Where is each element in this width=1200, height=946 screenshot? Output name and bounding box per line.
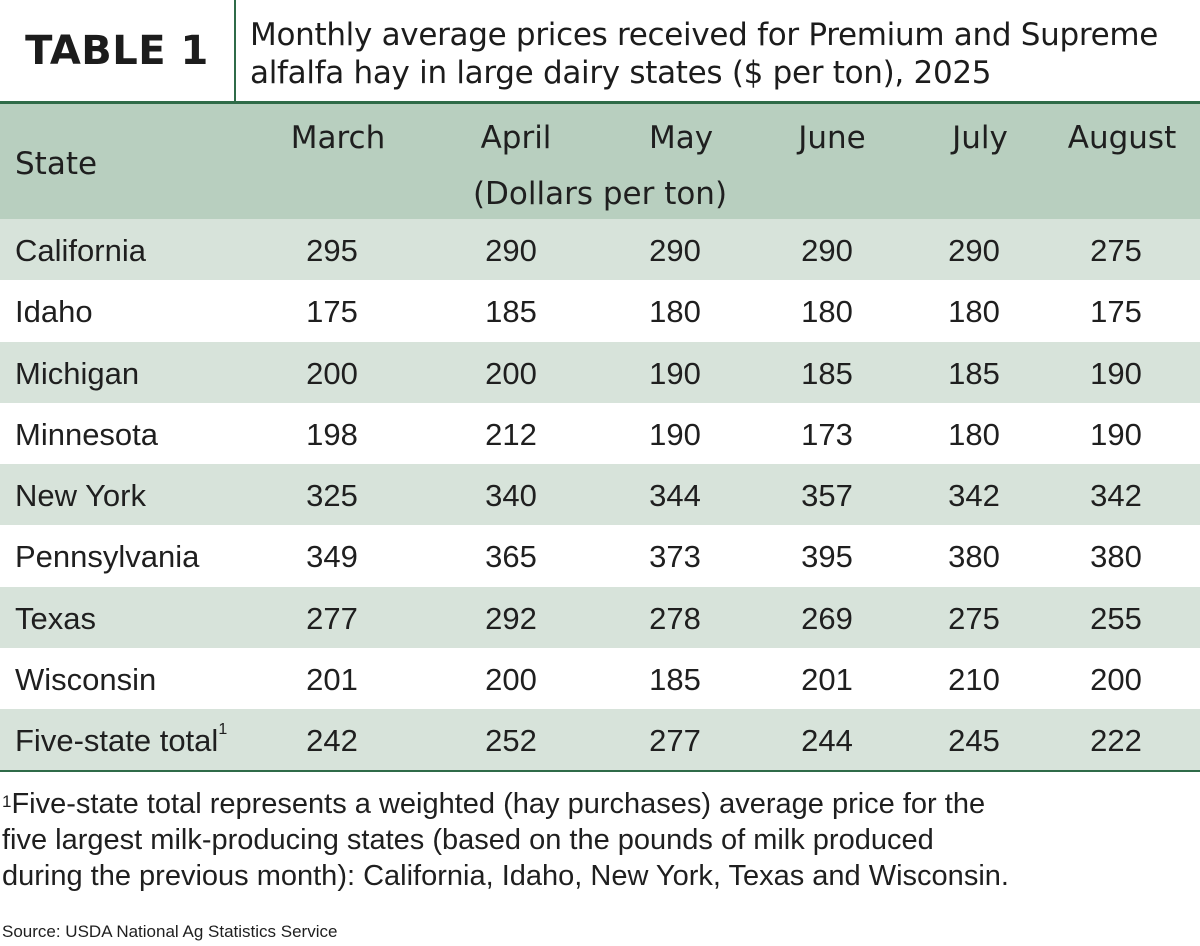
cell-june: 269 xyxy=(801,600,853,636)
cell-april: 252 xyxy=(485,723,537,759)
cell-july: 342 xyxy=(948,478,1000,514)
title-bar: TABLE 1 Monthly average prices received … xyxy=(0,0,1200,104)
table-title-line-2: alfalfa hay in large dairy states ($ per… xyxy=(250,55,992,91)
cell-july: 290 xyxy=(948,233,1000,268)
cell-august: 200 xyxy=(1090,662,1142,698)
row-state: New York xyxy=(15,478,146,514)
cell-may: 290 xyxy=(649,233,701,268)
cell-june: 290 xyxy=(801,233,853,268)
cell-april: 290 xyxy=(485,233,537,268)
cell-august: 255 xyxy=(1090,600,1142,636)
cell-march: 277 xyxy=(306,600,358,636)
table-label: TABLE 1 xyxy=(25,27,209,74)
footnote-line-1: 1Five-state total represents a weighted … xyxy=(2,786,1198,822)
cell-august: 175 xyxy=(1090,294,1142,330)
cell-july: 185 xyxy=(948,355,1000,391)
cell-july: 275 xyxy=(948,600,1000,636)
row-state: Pennsylvania xyxy=(15,539,200,575)
cell-june: 173 xyxy=(801,416,853,452)
table-title-line-1: Monthly average prices received for Prem… xyxy=(250,17,1159,53)
row-state: Texas xyxy=(15,600,96,636)
cell-july: 180 xyxy=(948,416,1000,452)
cell-may: 278 xyxy=(649,600,701,636)
month-header-august: August xyxy=(1067,120,1177,156)
month-header-march: March xyxy=(290,120,386,156)
cell-april: 292 xyxy=(485,600,537,636)
cell-august: 222 xyxy=(1090,723,1142,759)
units-label: (Dollars per ton) xyxy=(472,176,728,212)
cell-april: 212 xyxy=(485,416,537,452)
month-header-may: May xyxy=(648,120,714,156)
cell-july: 210 xyxy=(948,662,1000,698)
cell-june: 180 xyxy=(801,294,853,330)
table-row: New York 325 340 344 357 342 342 xyxy=(0,464,1200,526)
footnote-marker: 1 xyxy=(218,721,228,739)
cell-april: 200 xyxy=(485,355,537,391)
source-credit: Source: USDA National Ag Statistics Serv… xyxy=(2,922,338,941)
cell-may: 180 xyxy=(649,294,701,330)
table-row: Idaho 175 185 180 180 180 175 xyxy=(0,280,1200,341)
table-row: Pennsylvania 349 365 373 395 380 380 xyxy=(0,525,1200,586)
row-state: Minnesota xyxy=(15,416,159,452)
cell-may: 277 xyxy=(649,723,701,759)
row-state: California xyxy=(15,233,146,268)
cell-august: 275 xyxy=(1090,233,1142,268)
cell-march: 349 xyxy=(306,539,358,575)
cell-april: 340 xyxy=(485,478,537,514)
cell-may: 190 xyxy=(649,355,701,391)
row-state: Idaho xyxy=(15,294,93,330)
state-column-header: State xyxy=(15,146,98,182)
table-row: Michigan 200 200 190 185 185 190 xyxy=(0,341,1200,403)
table-row: California 295 290 290 290 290 275 xyxy=(0,219,1200,281)
table-row: Wisconsin 201 200 185 201 210 200 xyxy=(0,648,1200,709)
row-state: Wisconsin xyxy=(15,662,157,698)
cell-april: 200 xyxy=(485,662,537,698)
cell-may: 344 xyxy=(649,478,701,514)
row-state: Five-state total1 xyxy=(15,721,228,759)
cell-june: 395 xyxy=(801,539,853,575)
cell-march: 242 xyxy=(306,723,358,759)
cell-july: 245 xyxy=(948,723,1000,759)
footnote-text-1: Five-state total represents a weighted (… xyxy=(11,788,986,820)
table-row: Minnesota 198 212 190 173 180 190 xyxy=(0,403,1200,464)
cell-august: 190 xyxy=(1090,416,1142,452)
title-divider xyxy=(234,0,236,101)
table-body: California 295 290 290 290 290 275 Idaho… xyxy=(0,219,1200,771)
cell-june: 357 xyxy=(801,478,853,514)
cell-march: 200 xyxy=(306,355,358,391)
row-state: Michigan xyxy=(15,355,140,391)
cell-july: 180 xyxy=(948,294,1000,330)
cell-may: 185 xyxy=(649,662,701,698)
cell-april: 365 xyxy=(485,539,537,575)
cell-june: 185 xyxy=(801,355,853,391)
table-row: Texas 277 292 278 269 275 255 xyxy=(0,586,1200,649)
table-bottom-rule xyxy=(0,770,1200,772)
month-header-april: April xyxy=(480,120,552,156)
cell-march: 201 xyxy=(306,662,358,698)
cell-june: 201 xyxy=(801,662,853,698)
table-title: Monthly average prices received for Prem… xyxy=(250,16,1195,92)
month-header-july: July xyxy=(952,120,1008,156)
cell-march: 325 xyxy=(306,478,358,514)
cell-august: 342 xyxy=(1090,478,1142,514)
table-header: State March April May June July August (… xyxy=(0,104,1200,219)
footnote-number: 1 xyxy=(2,792,12,811)
cell-july: 380 xyxy=(948,539,1000,575)
footnote-line-3: during the previous month): California, … xyxy=(2,860,1009,892)
cell-march: 198 xyxy=(306,416,358,452)
footnote-line-2: five largest milk-producing states (base… xyxy=(2,824,934,856)
cell-april: 185 xyxy=(485,294,537,330)
cell-may: 190 xyxy=(649,416,701,452)
footnote: 1Five-state total represents a weighted … xyxy=(2,786,1198,894)
cell-august: 380 xyxy=(1090,539,1142,575)
cell-may: 373 xyxy=(649,539,701,575)
cell-march: 295 xyxy=(306,233,358,268)
cell-march: 175 xyxy=(306,294,358,330)
cell-june: 244 xyxy=(801,723,853,759)
cell-august: 190 xyxy=(1090,355,1142,391)
table-row-total: Five-state total1 242 252 277 244 245 22… xyxy=(0,709,1200,771)
month-header-june: June xyxy=(798,120,866,156)
row-state-label: Five-state total xyxy=(15,723,219,759)
